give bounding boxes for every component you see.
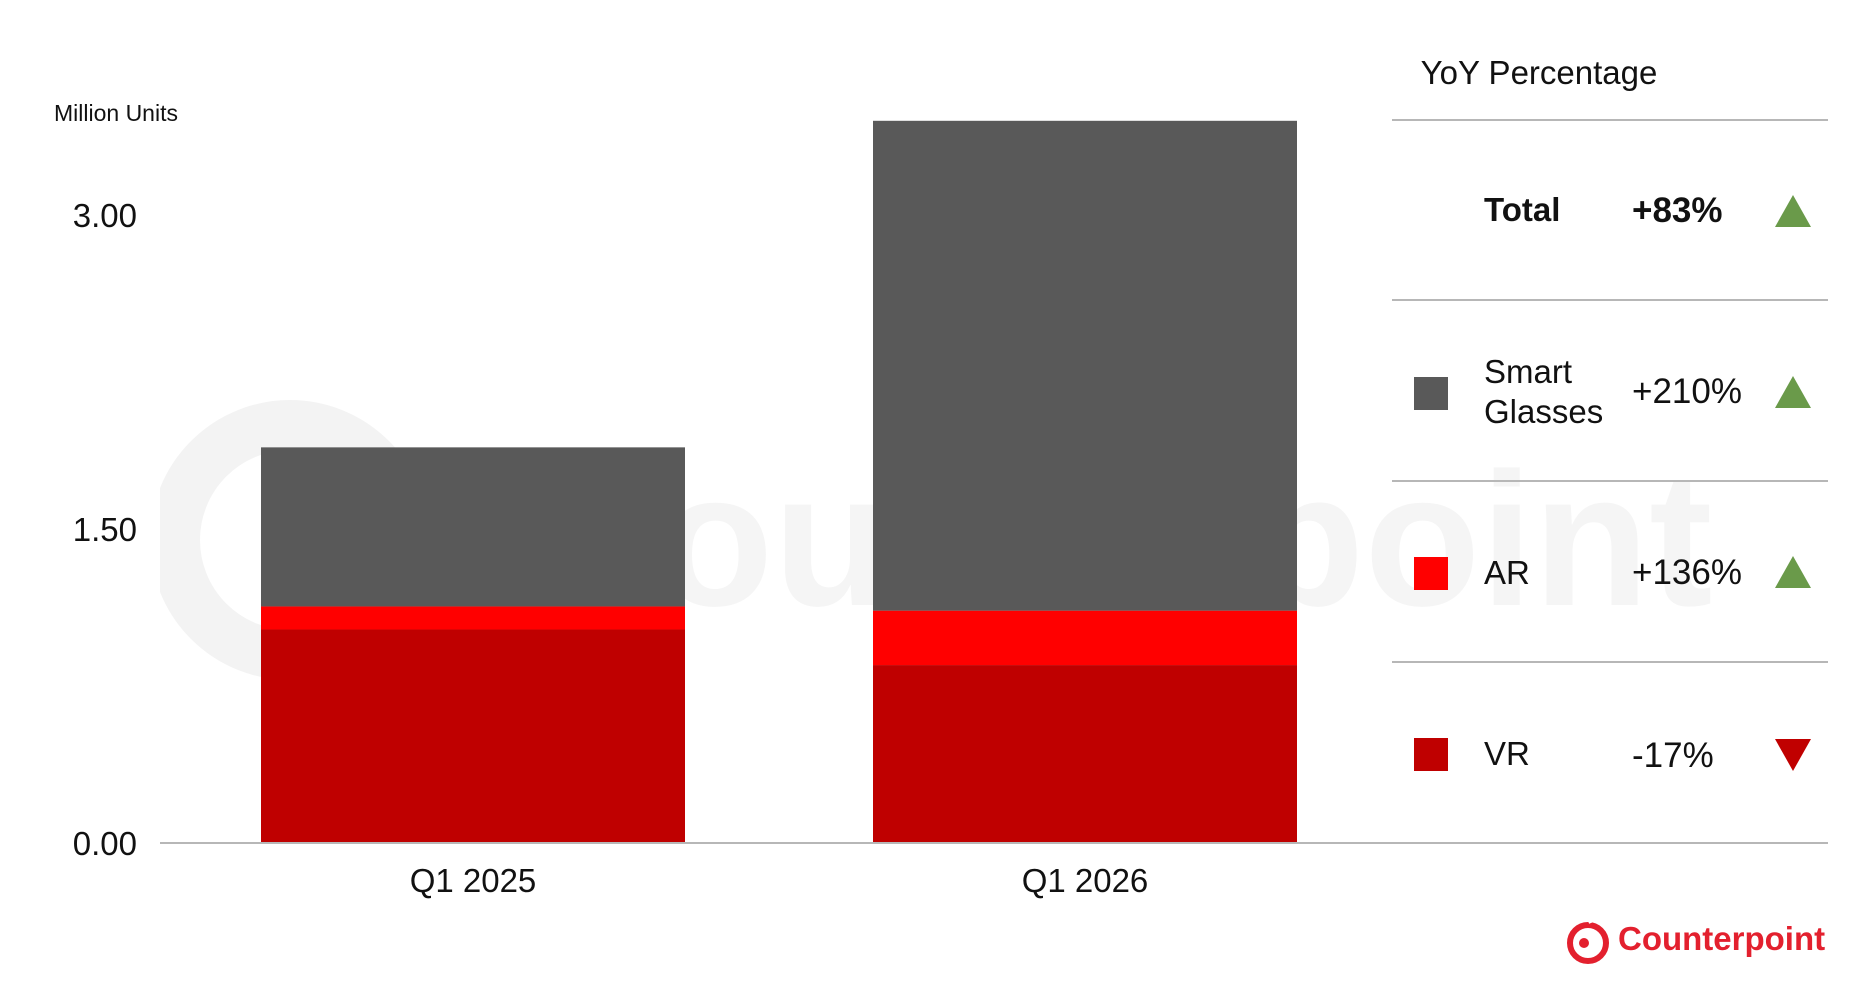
legend-arrows [1775, 195, 1811, 771]
bars-group [261, 120, 1297, 843]
legend-title: YoY Percentage [1420, 54, 1658, 91]
ar-swatch [1414, 557, 1448, 590]
legend-vr-value: -17% [1632, 736, 1714, 775]
x-tick-label: Q1 2026 [1022, 862, 1149, 899]
up-arrow-icon [1775, 195, 1811, 227]
y-axis-label: Million Units [54, 100, 178, 126]
y-tick-label: 0.00 [73, 825, 137, 862]
legend-vr-label: VR [1484, 735, 1530, 772]
up-arrow-icon [1775, 376, 1811, 408]
down-arrow-icon [1775, 739, 1811, 771]
y-tick-label: 1.50 [73, 511, 137, 548]
legend-ar-value: +136% [1632, 553, 1742, 592]
smart-glasses-swatch [1414, 377, 1448, 410]
legend-total-label: Total [1484, 191, 1561, 228]
brand-name: Counterpoint [1618, 920, 1826, 957]
legend-total-value: +83% [1632, 191, 1723, 230]
bar-smart-glasses-q1-2026 [873, 120, 1297, 611]
bar-smart-glasses-q1-2025 [261, 447, 685, 607]
bar-vr-q1-2025 [261, 629, 685, 843]
legend-smart-glasses-label-line2: Glasses [1484, 393, 1604, 430]
legend-smart-glasses-value: +210% [1632, 372, 1742, 411]
y-tick-label: 3.00 [73, 197, 137, 234]
up-arrow-icon [1775, 556, 1811, 588]
bar-vr-q1-2026 [873, 665, 1297, 843]
y-ticks: 0.00 1.50 3.00 [73, 197, 137, 862]
legend-smart-glasses-label-line1: Smart [1484, 353, 1573, 390]
vr-swatch [1414, 738, 1448, 771]
x-ticks: Q1 2025 Q1 2026 [410, 862, 1149, 899]
bar-ar-q1-2025 [261, 606, 685, 630]
bar-ar-q1-2026 [873, 610, 1297, 666]
legend-dividers [1392, 119, 1828, 663]
counterpoint-logo-icon [1567, 915, 1609, 964]
legend-ar-label: AR [1484, 554, 1530, 591]
x-tick-label: Q1 2025 [410, 862, 537, 899]
